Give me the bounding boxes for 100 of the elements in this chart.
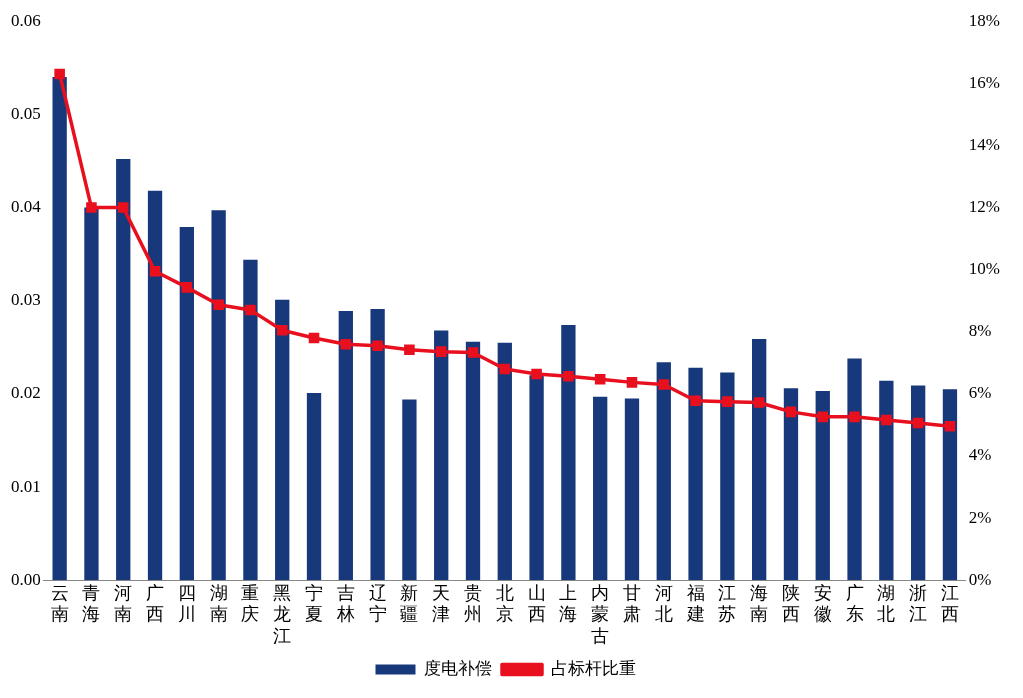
point bbox=[86, 202, 97, 213]
point bbox=[753, 397, 765, 408]
bar bbox=[720, 372, 735, 581]
bar bbox=[84, 207, 99, 581]
x-tick-label: 陕西 bbox=[781, 581, 800, 625]
bar bbox=[211, 210, 226, 581]
y2-tick-label: 16% bbox=[968, 72, 1001, 92]
bar bbox=[815, 391, 830, 581]
x-tick-label: 广西 bbox=[146, 581, 165, 625]
x-tick-label: 湖南 bbox=[209, 581, 228, 625]
bar bbox=[402, 399, 417, 581]
y2-tick-label: 14% bbox=[968, 134, 1001, 154]
legend-label: 度电补偿 bbox=[424, 657, 492, 678]
y2-tick-label: 6% bbox=[968, 383, 992, 403]
x-tick-label: 黑龙江 bbox=[273, 581, 292, 646]
y-tick-label: 0.03 bbox=[11, 290, 41, 310]
bar bbox=[147, 190, 163, 581]
x-tick-label: 宁夏 bbox=[305, 581, 324, 625]
y2-tick-label: 4% bbox=[968, 445, 992, 465]
point bbox=[467, 347, 479, 358]
bar bbox=[752, 338, 767, 581]
bar bbox=[529, 375, 544, 581]
x-tick-label: 辽宁 bbox=[368, 581, 387, 625]
bar bbox=[275, 299, 290, 581]
bar bbox=[116, 159, 131, 581]
x-tick-label: 重庆 bbox=[241, 581, 260, 625]
point bbox=[54, 68, 65, 80]
bar bbox=[465, 341, 481, 581]
point bbox=[531, 368, 542, 380]
point bbox=[594, 373, 606, 385]
point bbox=[435, 346, 447, 357]
point bbox=[817, 411, 829, 423]
point bbox=[245, 304, 256, 316]
bar bbox=[879, 380, 894, 581]
bar bbox=[497, 342, 512, 581]
x-tick-label: 天津 bbox=[432, 581, 451, 625]
point bbox=[944, 420, 956, 432]
point bbox=[499, 363, 511, 375]
x-tick-label: 河南 bbox=[114, 581, 133, 625]
point bbox=[308, 332, 320, 344]
x-tick-label: 四川 bbox=[177, 581, 196, 625]
bar bbox=[434, 330, 449, 581]
point bbox=[276, 324, 288, 336]
bar bbox=[688, 367, 703, 581]
bar bbox=[783, 388, 799, 581]
x-tick-label: 河北 bbox=[654, 581, 673, 625]
y2-tick-label: 8% bbox=[968, 321, 992, 341]
bar bbox=[942, 389, 958, 581]
y2-tick-label: 10% bbox=[968, 259, 1001, 279]
y2-tick-label: 18% bbox=[968, 10, 1001, 30]
x-tick-label: 广东 bbox=[845, 581, 864, 625]
x-tick-label: 吉林 bbox=[335, 581, 355, 625]
x-tick-label: 青海 bbox=[82, 581, 101, 625]
x-tick-label: 海南 bbox=[750, 581, 769, 625]
x-tick-label: 江西 bbox=[940, 581, 959, 625]
point bbox=[181, 282, 193, 293]
x-tick-label: 江苏 bbox=[718, 581, 737, 625]
point bbox=[722, 396, 733, 407]
x-tick-label: 上海 bbox=[559, 581, 578, 625]
y-tick-label: 0.02 bbox=[11, 383, 41, 403]
bar bbox=[306, 392, 322, 581]
point bbox=[117, 202, 129, 213]
x-tick-label: 贵州 bbox=[464, 581, 482, 625]
x-tick-label: 福建 bbox=[685, 581, 705, 625]
point bbox=[372, 340, 383, 352]
point bbox=[149, 265, 161, 277]
bar bbox=[656, 362, 671, 581]
x-tick-label: 甘肃 bbox=[622, 581, 641, 625]
point bbox=[912, 417, 924, 429]
point bbox=[658, 379, 670, 390]
point bbox=[340, 338, 352, 350]
bar bbox=[243, 259, 258, 581]
bar bbox=[624, 398, 640, 581]
x-tick-label: 云南 bbox=[50, 581, 69, 625]
point bbox=[690, 395, 701, 406]
point bbox=[849, 411, 860, 423]
bar bbox=[52, 77, 67, 581]
y-tick-label: 0.00 bbox=[11, 569, 41, 589]
y-tick-label: 0.06 bbox=[11, 10, 41, 30]
y2-tick-label: 2% bbox=[968, 507, 992, 527]
bar bbox=[370, 309, 385, 581]
point bbox=[404, 344, 415, 356]
point bbox=[881, 414, 892, 426]
point bbox=[785, 406, 797, 418]
x-tick-label: 山西 bbox=[527, 581, 546, 625]
point bbox=[563, 370, 574, 382]
legend-label: 占标杆比重 bbox=[550, 657, 636, 678]
bar bbox=[847, 358, 862, 581]
y2-tick-label: 12% bbox=[968, 197, 1001, 216]
x-tick-label: 新疆 bbox=[400, 581, 419, 625]
x-tick-label: 浙江 bbox=[909, 581, 928, 625]
y-tick-label: 0.04 bbox=[11, 197, 42, 216]
y-tick-label: 0.05 bbox=[11, 103, 41, 123]
bar bbox=[910, 385, 926, 581]
point bbox=[213, 299, 224, 311]
x-tick-label: 北京 bbox=[495, 581, 514, 625]
point bbox=[626, 377, 638, 388]
bar bbox=[593, 396, 608, 581]
y2-tick-label: 0% bbox=[968, 569, 992, 589]
y-tick-label: 0.01 bbox=[11, 476, 41, 496]
